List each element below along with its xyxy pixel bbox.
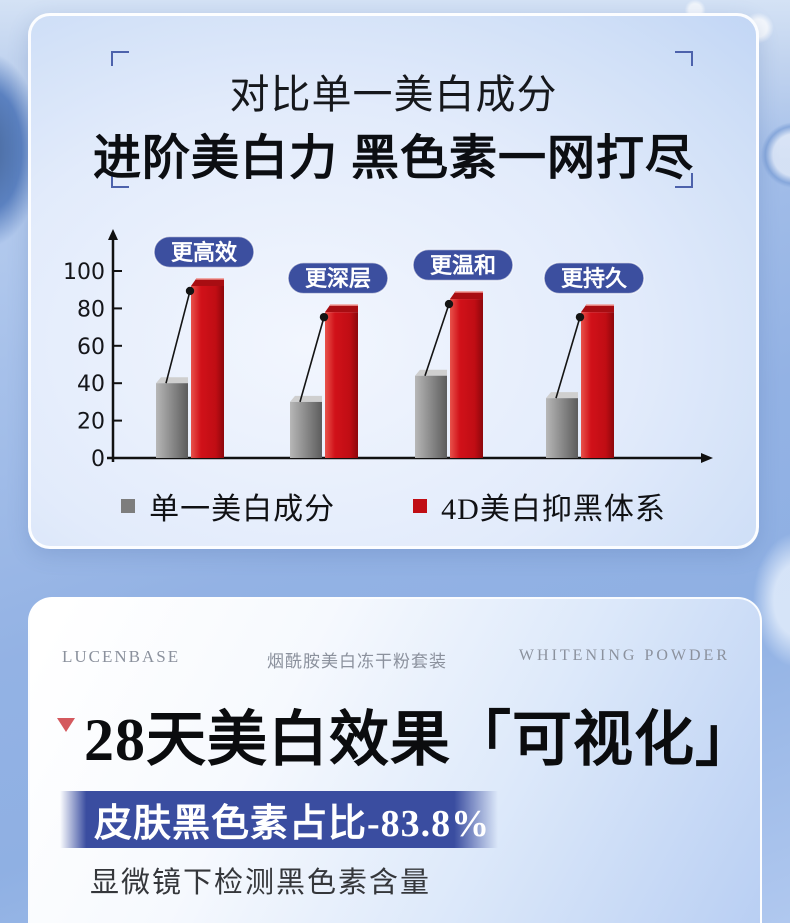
- svg-text:更高效: 更高效: [171, 240, 237, 266]
- result-card: LUCENBASE 烟酰胺美白冻干粉套装 WHITENING POWDER 28…: [28, 597, 762, 923]
- svg-text:80: 80: [77, 297, 105, 322]
- product-name: 烟酰胺美白冻干粉套装: [267, 652, 447, 671]
- red-triangle-marker: [57, 718, 75, 732]
- legend-item-4d-system: 4D美白抑黑体系: [413, 484, 666, 528]
- corner-bracket-top-right: [675, 51, 693, 66]
- corner-bracket-bottom-right: [675, 173, 693, 188]
- svg-text:40: 40: [77, 372, 105, 397]
- svg-text:60: 60: [77, 335, 105, 360]
- corner-bracket-bottom-left: [111, 173, 129, 188]
- brand-name: LUCENBASE: [62, 647, 181, 666]
- svg-text:更温和: 更温和: [430, 254, 496, 279]
- card-title: 对比单一美白成分: [229, 72, 558, 117]
- brand-row: LUCENBASE 烟酰胺美白冻干粉套装 WHITENING POWDER: [30, 647, 760, 671]
- legend-item-single-ingredient: 单一美白成分: [121, 484, 335, 528]
- comparison-card: 对比单一美白成分 进阶美白力 黑色素一网打尽 0 20 40 60 80 100 更高效更深…: [28, 13, 759, 549]
- card-subtitle: 进阶美白力 黑色素一网打尽: [92, 132, 694, 185]
- legend-label: 4D美白抑黑体系: [441, 493, 666, 526]
- svg-text:更持久: 更持久: [561, 266, 627, 292]
- svg-text:0: 0: [91, 447, 105, 472]
- svg-text:20: 20: [77, 410, 105, 435]
- corner-bracket-top-left: [111, 51, 129, 66]
- result-headline: 28天美白效果「可视化」: [84, 707, 756, 773]
- svg-text:更深层: 更深层: [305, 267, 371, 292]
- legend-swatch-gray: [121, 499, 136, 513]
- stat-banner-text: 皮肤黑色素占比-83.8%: [94, 803, 491, 845]
- chart-legend: 单一美白成分 4D美白抑黑体系: [31, 484, 756, 528]
- melanin-stat-banner: 皮肤黑色素占比-83.8%: [60, 791, 498, 848]
- brand-name-en: WHITENING POWDER: [518, 647, 730, 664]
- legend-label: 单一美白成分: [149, 493, 336, 526]
- microscope-caption: 显微镜下检测黑色素含量: [90, 867, 432, 899]
- svg-text:100: 100: [63, 260, 105, 285]
- legend-swatch-red: [413, 499, 428, 513]
